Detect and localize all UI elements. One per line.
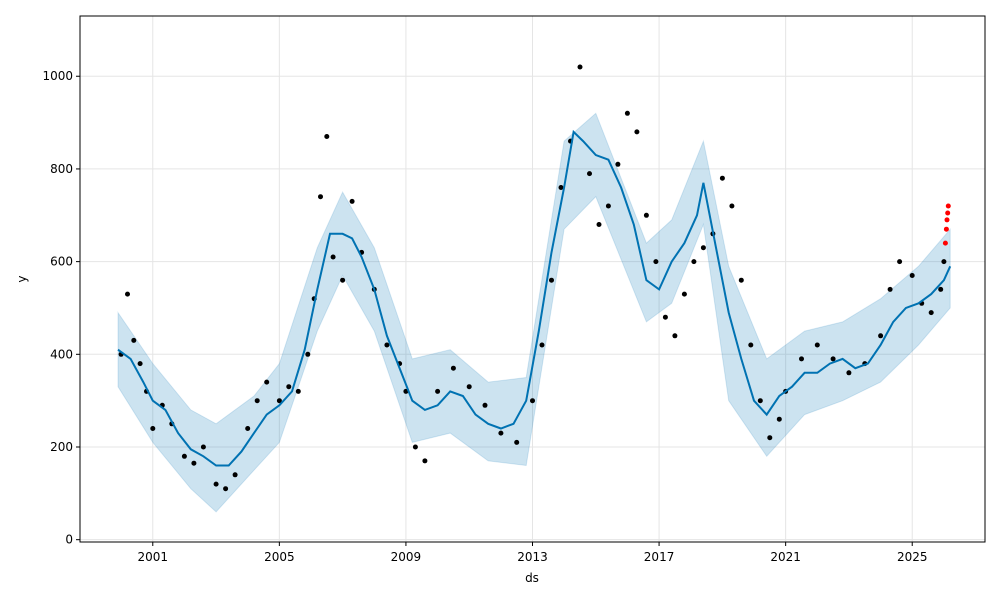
data-point [181, 453, 187, 459]
data-point [549, 277, 554, 283]
y-tick-label: 400 [50, 347, 73, 361]
x-tick-label: 2021 [770, 550, 801, 564]
data-point [799, 356, 804, 362]
y-axis-ticks: 0 200 400 600 800 1000 [42, 69, 80, 547]
recent-data-point [945, 203, 951, 209]
data-point [264, 379, 270, 385]
data-point [498, 430, 504, 436]
data-point [349, 198, 355, 204]
x-axis-ticks: 2001 2005 2009 2013 2017 2021 2025 [138, 542, 928, 564]
data-point [245, 426, 251, 431]
data-point [596, 222, 602, 227]
grid-lines [80, 16, 985, 542]
data-point [530, 398, 535, 404]
data-point [137, 361, 143, 367]
data-point [384, 342, 390, 348]
data-point [624, 110, 630, 116]
data-point [150, 426, 156, 431]
y-tick-label: 600 [50, 255, 73, 269]
x-axis-label: ds [525, 571, 539, 585]
y-tick-label: 800 [50, 162, 73, 176]
data-point [482, 402, 488, 408]
data-point [276, 398, 282, 404]
data-point [232, 472, 238, 478]
data-point [830, 356, 836, 362]
recent-data-point [942, 240, 948, 246]
data-point [466, 384, 472, 390]
data-point [757, 398, 763, 404]
data-point [131, 337, 137, 343]
x-tick-label: 2017 [644, 550, 675, 564]
data-point [700, 245, 706, 251]
data-point [729, 203, 735, 209]
x-tick-label: 2025 [897, 550, 928, 564]
data-point [928, 310, 934, 316]
data-point [814, 342, 820, 348]
data-point [577, 64, 583, 70]
data-point [450, 365, 456, 371]
data-point [254, 398, 260, 404]
data-point [605, 203, 611, 209]
data-point [223, 486, 229, 492]
data-point [330, 254, 336, 260]
data-point [719, 175, 725, 181]
data-point [691, 259, 697, 265]
data-point [125, 291, 130, 297]
data-point [305, 351, 311, 357]
x-tick-label: 2001 [138, 550, 169, 564]
data-point [615, 161, 621, 167]
data-point [681, 291, 687, 297]
forecast-line-layer [117, 129, 952, 467]
uncertainty-band [117, 112, 951, 513]
x-tick-label: 2005 [264, 550, 295, 564]
data-point [672, 333, 678, 339]
y-tick-label: 1000 [42, 69, 73, 83]
data-point [738, 277, 744, 283]
data-point [514, 439, 520, 445]
data-point [324, 134, 330, 139]
data-point [767, 435, 773, 441]
data-point [776, 416, 782, 422]
data-point [340, 277, 346, 283]
data-point [587, 171, 592, 177]
forecast-line [117, 129, 952, 467]
y-tick-label: 0 [65, 533, 73, 547]
y-axis-label: y [15, 275, 29, 282]
uncertainty-band-layer [117, 112, 951, 513]
data-point [909, 273, 915, 278]
observed-dots-layer [118, 64, 951, 492]
data-point [286, 384, 292, 390]
data-point [941, 259, 947, 265]
y-tick-label: 200 [50, 440, 73, 454]
data-point [634, 129, 640, 135]
data-point [213, 481, 219, 487]
data-point [295, 388, 301, 394]
data-point [422, 458, 428, 464]
data-point [200, 444, 206, 450]
data-point [643, 212, 649, 218]
data-point [435, 388, 441, 394]
x-tick-label: 2013 [517, 550, 548, 564]
data-point [318, 194, 323, 200]
recent-data-point [944, 217, 950, 223]
data-point [938, 286, 944, 292]
data-point [748, 342, 754, 348]
data-point [539, 342, 545, 348]
data-point [846, 370, 852, 376]
data-point [191, 460, 197, 466]
data-point [558, 185, 564, 190]
data-point [653, 259, 659, 265]
data-point [878, 333, 884, 339]
data-point [897, 259, 903, 265]
x-tick-label: 2009 [391, 550, 422, 564]
data-point [412, 444, 418, 450]
recent-data-point [943, 226, 949, 232]
recent-data-point [945, 210, 951, 216]
data-point [662, 314, 668, 320]
data-point [887, 286, 893, 292]
